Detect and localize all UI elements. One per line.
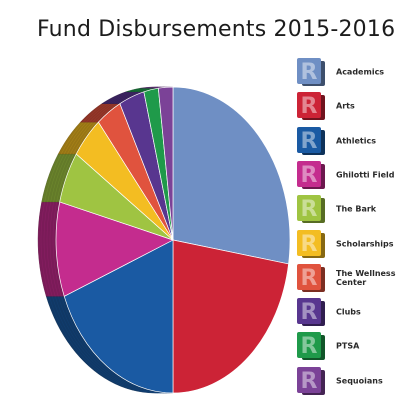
pie-side-band — [56, 153, 74, 203]
legend-label: Clubs — [336, 307, 361, 317]
pie-side-band — [54, 296, 165, 394]
pie-side-band — [86, 103, 109, 123]
pie-side-band — [49, 201, 59, 297]
legend-label: The Wellness Center — [336, 268, 396, 287]
pie-side-band — [137, 87, 153, 93]
legend-item: R Scholarships — [296, 229, 414, 259]
pie-slice-academics — [172, 86, 291, 265]
legend-item: R Arts — [296, 91, 414, 121]
svg-text:R: R — [301, 60, 318, 85]
pie-slice-sequoians — [157, 86, 174, 241]
pie-slice-ghilotti-field — [55, 201, 174, 297]
pie-side-band — [66, 121, 90, 155]
legend-label: The Bark — [336, 204, 377, 214]
svg-text:R: R — [301, 232, 318, 257]
pie-side-band — [110, 91, 136, 104]
pie-side-band — [69, 121, 93, 155]
legend-label: Scholarships — [336, 239, 394, 248]
pie-side-band — [113, 91, 139, 104]
chart-title: Fund Disbursements 2015-2016 — [37, 17, 396, 42]
pie-side-band — [104, 91, 130, 104]
pie-side-band — [107, 91, 133, 104]
legend-label: Sequoians — [336, 376, 383, 386]
legend-r-icon: R — [297, 263, 325, 292]
pie-side-band — [95, 103, 118, 123]
legend-r-icon: R — [297, 195, 325, 224]
svg-text:R: R — [301, 300, 318, 325]
svg-text:R: R — [301, 129, 318, 154]
pie-side-band — [63, 121, 87, 155]
svg-text:R: R — [301, 369, 318, 394]
pie-side-band — [51, 296, 162, 394]
pie-side-band — [43, 201, 53, 297]
pie-slice-athletics — [63, 239, 174, 394]
pie-side-band — [92, 103, 115, 123]
pie-side-band — [72, 121, 96, 155]
pie-side-band — [89, 103, 112, 123]
pie-depth — [37, 86, 174, 394]
pie-side-band — [48, 296, 159, 394]
legend-item: R Academics — [296, 57, 414, 87]
pie-side-band — [134, 87, 150, 93]
svg-text:R: R — [301, 266, 318, 291]
pie-side-band — [44, 153, 62, 203]
pie-side-band — [50, 153, 68, 203]
pie-side-band — [53, 153, 71, 203]
legend-item: R Sequoians — [296, 366, 414, 396]
legend-item: R Ghilotti Field — [296, 160, 414, 190]
legend-r-icon: R — [297, 160, 325, 189]
pie-side-band — [60, 296, 171, 394]
legend-r-icon: R — [297, 58, 325, 86]
svg-text:R: R — [301, 94, 318, 119]
svg-text:R: R — [301, 197, 318, 222]
legend-r-icon: R — [297, 332, 325, 361]
legend-item: R PTSA — [296, 331, 414, 361]
legend-label: PTSA — [336, 341, 360, 351]
pie-side-band — [83, 103, 106, 123]
legend-item: R The Bark — [296, 194, 414, 224]
pie-side-band — [57, 296, 168, 394]
svg-text:R: R — [301, 334, 318, 359]
legend-label: Academics — [336, 67, 385, 77]
legend-item: R The Wellness Center — [296, 263, 414, 293]
legend-label: Ghilotti Field — [336, 170, 395, 180]
legend-r-icon: R — [297, 92, 325, 121]
legend-r-icon: R — [297, 229, 325, 258]
pie-slice-arts — [172, 239, 289, 394]
legend-r-icon: R — [297, 366, 325, 395]
pie-slices — [55, 86, 291, 394]
pie-side-band — [140, 87, 156, 93]
legend-label: Arts — [336, 101, 355, 111]
pie-side-band — [128, 87, 144, 93]
pie-side-band — [40, 201, 50, 297]
pie-side-band — [116, 91, 142, 104]
legend-item: R Clubs — [296, 297, 414, 327]
svg-text:R: R — [301, 163, 318, 188]
legend-r-icon: R — [297, 298, 325, 327]
pie-side-band — [52, 201, 62, 297]
legend-item: R Athletics — [296, 126, 414, 156]
legend-label: Athletics — [336, 136, 376, 146]
pie-side-band — [131, 87, 147, 93]
pie-side-band — [46, 201, 56, 297]
pie-side-band — [47, 153, 65, 203]
pie-side-band — [60, 121, 84, 155]
legend-r-icon: R — [297, 126, 325, 155]
